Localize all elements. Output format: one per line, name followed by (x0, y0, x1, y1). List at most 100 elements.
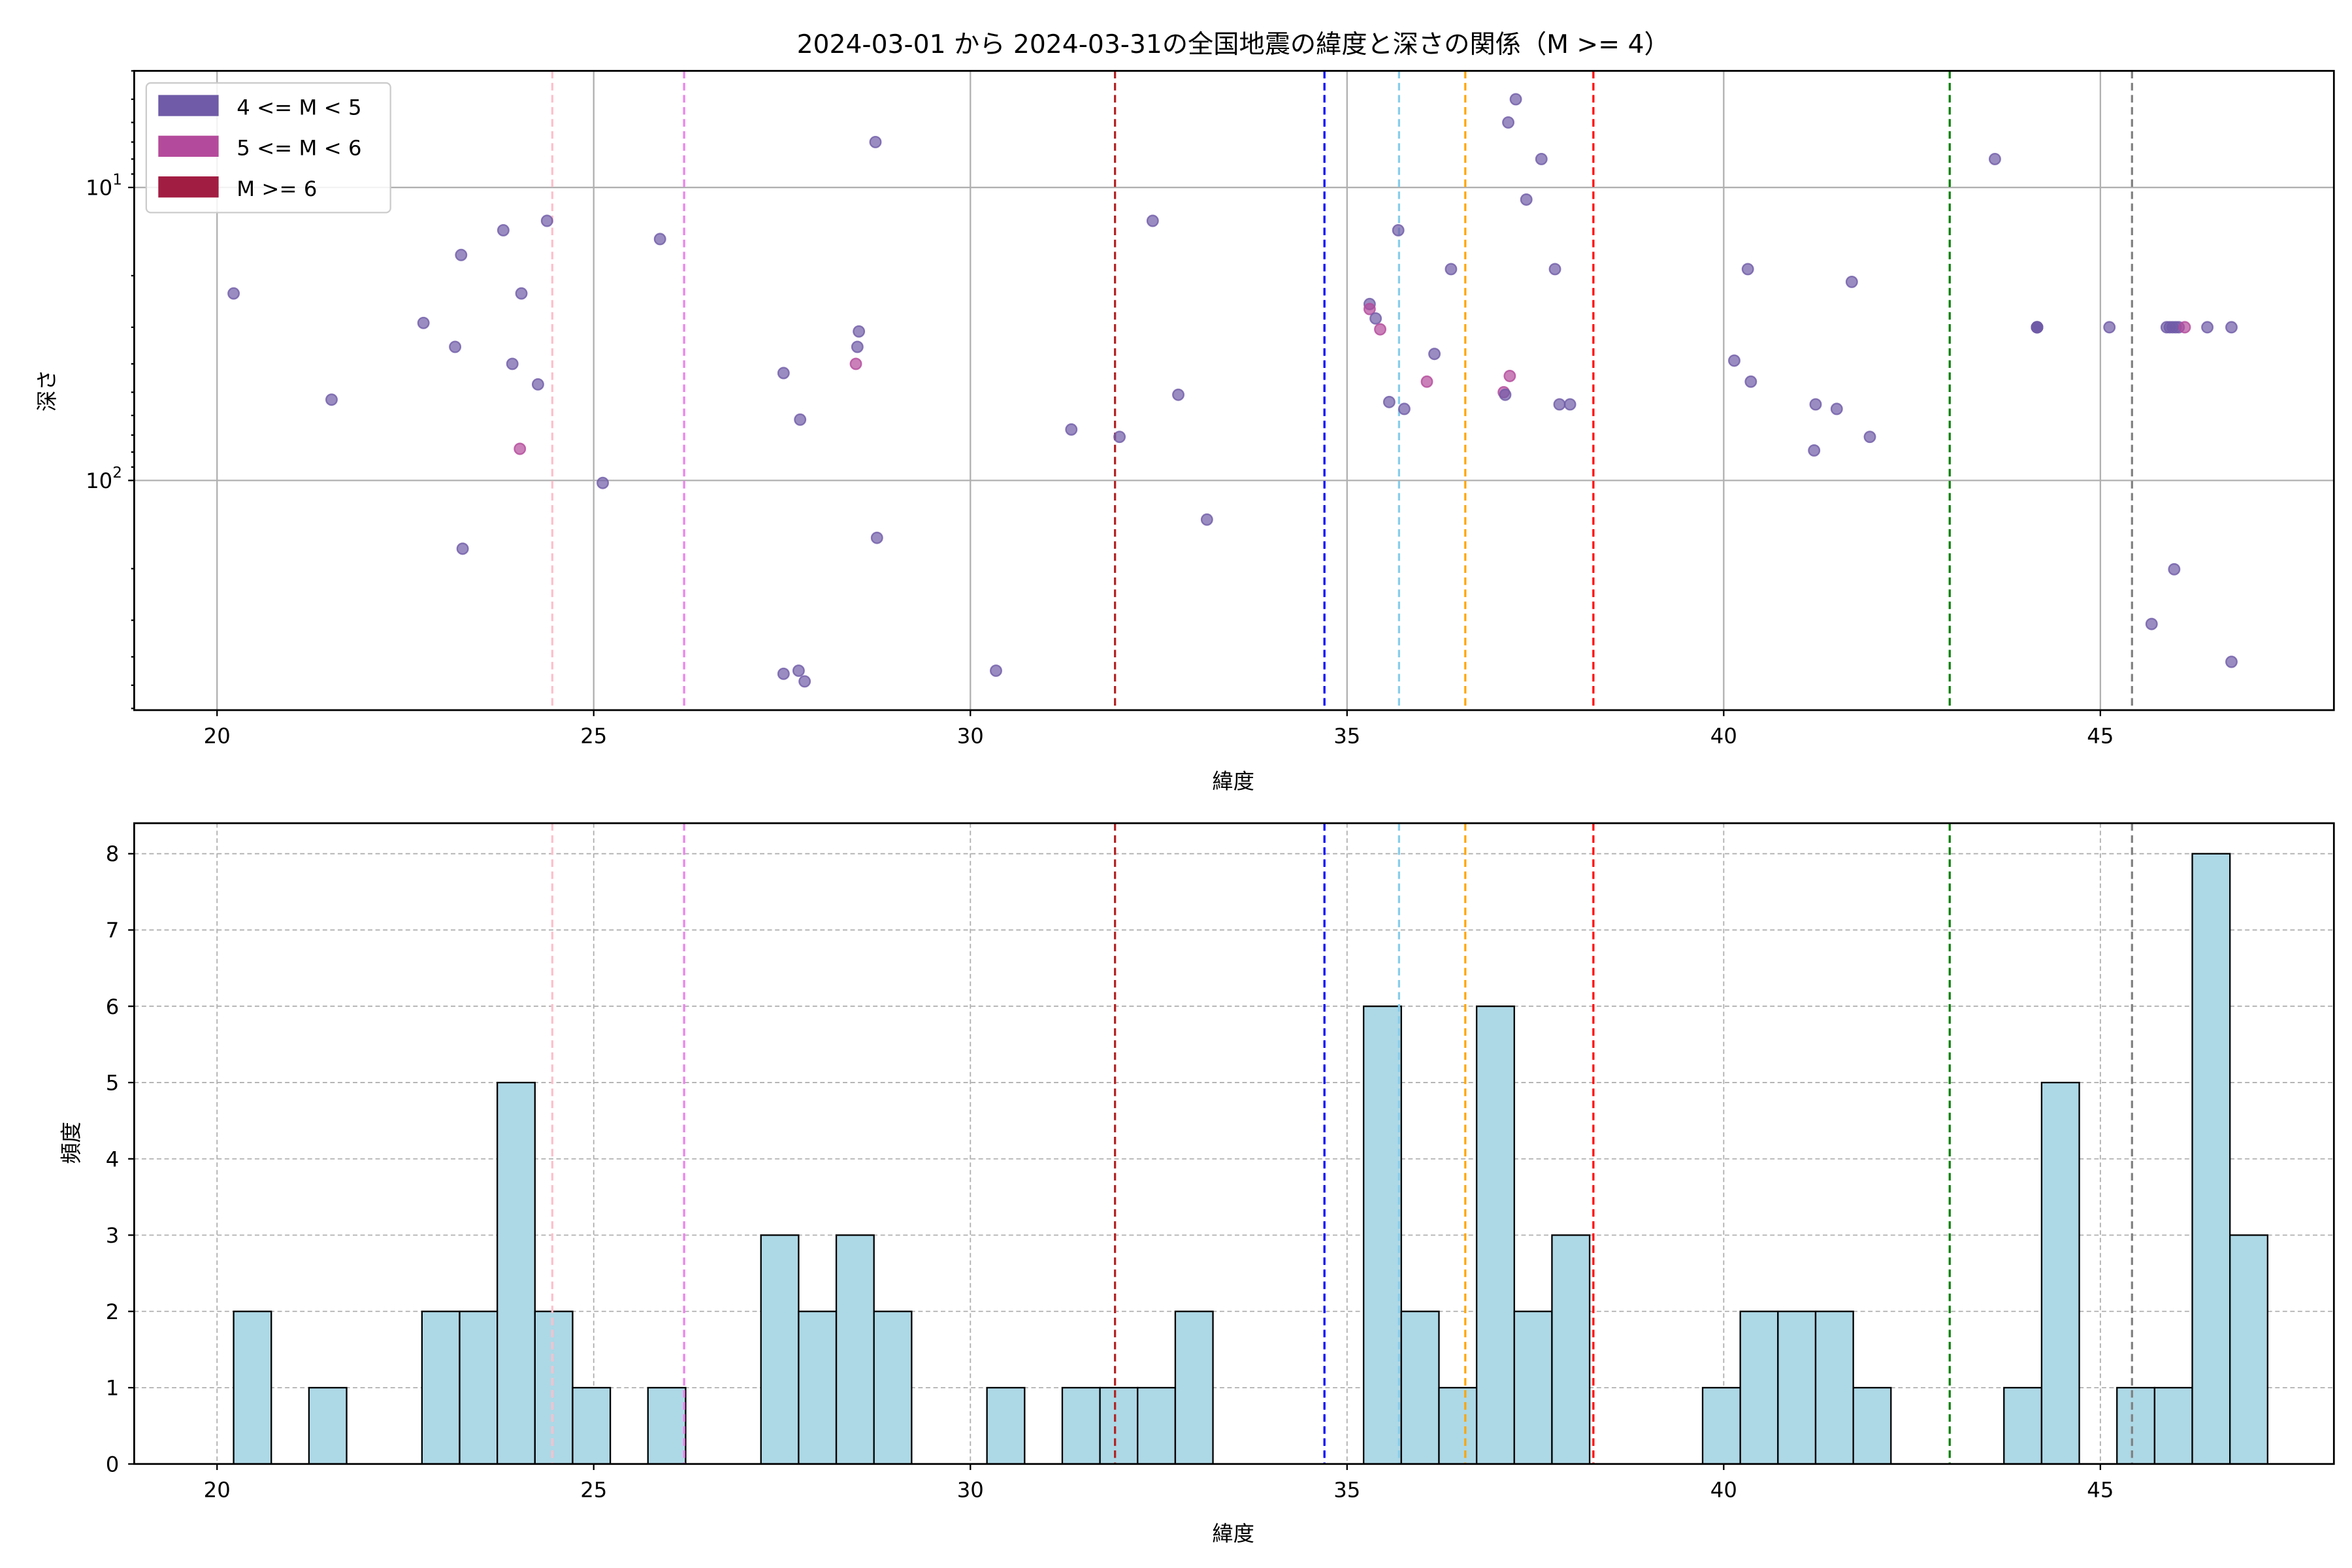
y-tick-label: 6 (106, 994, 120, 1019)
histogram-bar (459, 1311, 498, 1465)
legend-label: 4 <= M < 5 (237, 95, 361, 120)
histogram-bar (1099, 1386, 1139, 1465)
data-point (870, 531, 883, 544)
data-point (777, 367, 790, 380)
data-point (1445, 263, 1458, 276)
data-point (531, 378, 544, 391)
histogram-bar (2229, 1234, 2268, 1465)
data-point (456, 542, 469, 555)
legend-swatch (158, 176, 219, 198)
legend: 4 <= M < 5 5 <= M < 6 M >= 6 (145, 82, 391, 214)
y-tick-label: 1 (106, 1376, 120, 1401)
data-point (1428, 348, 1441, 361)
data-point (1499, 388, 1512, 401)
plot-frame (133, 70, 2335, 711)
histogram-bar (2040, 1081, 2080, 1465)
x-tick-label: 45 (2087, 1478, 2114, 1503)
x-tick-label: 30 (957, 1478, 984, 1503)
data-point (514, 442, 527, 455)
histogram-bar (1438, 1386, 1478, 1465)
data-point (506, 357, 519, 370)
histogram-bar (1061, 1386, 1101, 1465)
histogram-bar (308, 1386, 348, 1465)
data-point (1744, 375, 1757, 388)
y-tick-label: 3 (106, 1223, 120, 1248)
data-point (1728, 354, 1740, 367)
data-point (417, 316, 430, 329)
data-point (2168, 563, 2181, 576)
histogram-bar (1475, 1005, 1515, 1465)
data-point (455, 248, 468, 261)
legend-swatch (158, 135, 219, 157)
x-tick-label: 40 (1710, 724, 1737, 749)
scatter-xlabel: 緯度 (1212, 769, 1254, 794)
data-point (1808, 444, 1821, 457)
histogram-bar (1814, 1311, 1854, 1465)
histogram-bar (1174, 1311, 1214, 1465)
legend-label: 5 <= M < 6 (237, 136, 361, 161)
data-point (1553, 398, 1566, 411)
data-point (1420, 375, 1433, 388)
data-point (1563, 398, 1576, 411)
data-point (1503, 370, 1516, 382)
histogram-bar (1777, 1311, 1817, 1465)
data-point (849, 357, 862, 370)
data-point (2225, 321, 2238, 334)
x-tick-label: 25 (580, 1478, 607, 1503)
data-point (1535, 152, 1548, 165)
data-point (1809, 398, 1822, 411)
data-point (1200, 513, 1213, 526)
data-point (853, 325, 866, 338)
x-tick-label: 35 (1333, 1478, 1360, 1503)
data-point (1369, 312, 1382, 325)
data-point (1741, 263, 1754, 276)
data-point (596, 476, 610, 489)
data-point (2178, 321, 2191, 334)
histogram-bar (421, 1311, 461, 1465)
histogram-bar (1551, 1234, 1591, 1465)
data-point (2145, 617, 2158, 630)
legend-label: M >= 6 (237, 176, 317, 201)
data-point (2201, 321, 2214, 334)
data-point (1172, 388, 1184, 401)
x-tick-label: 45 (2087, 724, 2114, 749)
x-tick-label: 25 (580, 724, 607, 749)
chart-title: 2024-03-01 から 2024-03-31の全国地震の緯度と深さの関係（M… (797, 30, 1670, 59)
histogram-bar (1739, 1311, 1779, 1465)
x-tick-label: 30 (957, 724, 984, 749)
x-tick-label: 40 (1710, 1478, 1737, 1503)
histogram-bar (534, 1311, 574, 1465)
scatter-ylabel: 深さ (35, 369, 59, 412)
histogram-bar (873, 1311, 913, 1465)
y-tick-label: 2 (106, 1299, 120, 1324)
data-point (2225, 655, 2238, 668)
y-tick-label: 0 (106, 1452, 120, 1477)
data-point (792, 664, 805, 678)
data-point (798, 675, 811, 688)
data-point (1113, 431, 1126, 444)
data-point (325, 393, 338, 406)
data-point (1146, 214, 1159, 227)
histogram-bar (2191, 853, 2231, 1465)
data-point (1502, 116, 1515, 129)
data-point (1397, 402, 1411, 416)
y-tick-label: 102 (86, 465, 122, 493)
data-point (1863, 431, 1876, 444)
y-tick-label: 101 (86, 171, 122, 200)
data-point (851, 340, 864, 353)
data-point (1392, 223, 1405, 237)
histogram-bar (572, 1386, 612, 1465)
data-point (653, 233, 666, 246)
data-point (540, 214, 553, 227)
x-tick-label: 35 (1333, 724, 1360, 749)
data-point (497, 223, 510, 237)
y-tick-label: 4 (106, 1147, 120, 1171)
data-point (1374, 323, 1387, 336)
histogram-bar (1852, 1386, 1892, 1465)
data-point (2031, 321, 2044, 334)
histogram-bar (2153, 1386, 2193, 1465)
histogram-bar (835, 1234, 875, 1465)
histogram-bar (497, 1081, 536, 1465)
